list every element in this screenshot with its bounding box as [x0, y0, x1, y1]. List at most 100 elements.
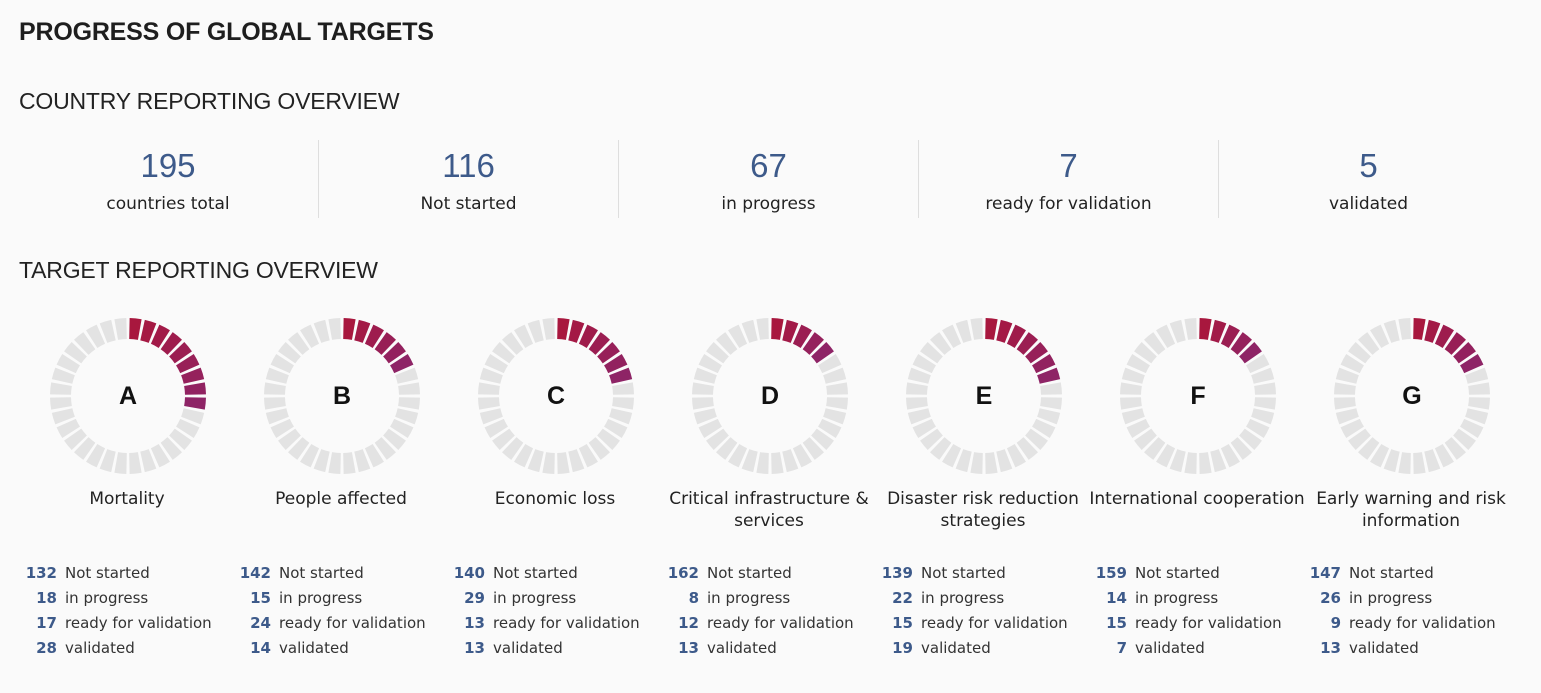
donut-segment-empty: [527, 449, 544, 473]
breakdown-row-not-started: 132 Not started: [20, 561, 234, 586]
breakdown-label: in progress: [1349, 589, 1433, 607]
donut-segment-filled: [364, 324, 384, 348]
breakdown-count: 139: [881, 564, 913, 582]
breakdown-row-validated: 7 validated: [1090, 636, 1304, 661]
donut-segment-empty: [114, 318, 127, 340]
target-card-g[interactable]: G Early warning and risk information 147…: [1304, 314, 1518, 684]
breakdown-label: validated: [279, 639, 349, 657]
target-donut-f[interactable]: F: [1118, 316, 1278, 476]
donut-segment-empty: [930, 332, 952, 355]
donut-chart: [906, 318, 1062, 474]
donut-segment-filled: [811, 342, 834, 364]
donut-segment-empty: [698, 354, 722, 374]
donut-segment-filled: [1239, 342, 1262, 364]
donut-segment-empty: [692, 397, 714, 410]
donut-segment-empty: [578, 444, 598, 468]
donut-segment-empty: [1465, 408, 1489, 425]
donut-segment-filled: [604, 354, 628, 374]
donut-segment-empty: [176, 418, 200, 438]
breakdown-row-ready: 24 ready for validation: [234, 611, 448, 636]
donut-segment-empty: [542, 318, 555, 340]
donut-segment-empty: [1040, 382, 1062, 395]
breakdown-count: 7: [1116, 639, 1127, 657]
donut-segment-empty: [1032, 418, 1056, 438]
breakdown-count: 13: [1320, 639, 1341, 657]
donut-segment-filled: [176, 354, 200, 374]
breakdown-label: Not started: [707, 564, 792, 582]
donut-segment-empty: [1156, 444, 1176, 468]
target-donut-b[interactable]: B: [262, 316, 422, 476]
target-card-b[interactable]: B People affected 142 Not started 15 in pr…: [234, 314, 448, 684]
target-name: Critical infrastructure & services: [669, 489, 869, 531]
target-donut-d[interactable]: D: [690, 316, 850, 476]
donut-segment-empty: [1006, 444, 1026, 468]
donut-segment-empty: [1120, 382, 1142, 395]
donut-segment-empty: [527, 319, 544, 343]
donut-segment-filled: [1460, 354, 1484, 374]
donut-segment-empty: [1254, 397, 1276, 410]
donut-segment-empty: [716, 332, 738, 355]
donut-segment-filled: [1230, 332, 1252, 355]
stat-ready-for-validation: 7 ready for validation: [918, 140, 1218, 218]
donut-segment-empty: [1383, 449, 1400, 473]
donut-segment-empty: [50, 382, 72, 395]
target-donut-a[interactable]: A: [48, 316, 208, 476]
donut-segment-filled: [597, 342, 620, 364]
donut-segment-empty: [1120, 397, 1142, 410]
donut-segment-filled: [578, 324, 598, 348]
donut-segment-empty: [86, 324, 106, 348]
donut-segment-empty: [1184, 452, 1197, 474]
donut-segment-empty: [383, 428, 406, 450]
donut-segment-empty: [955, 319, 972, 343]
breakdown-row-not-started: 159 Not started: [1090, 561, 1304, 586]
donut-segment-filled: [1199, 318, 1212, 340]
target-card-e[interactable]: E Disaster risk reduction strategies 139…: [876, 314, 1090, 684]
donut-segment-empty: [1251, 408, 1275, 425]
donut-segment-empty: [1210, 449, 1227, 473]
donut-segment-empty: [502, 437, 524, 460]
donut-segment-filled: [792, 324, 812, 348]
donut-segment-empty: [265, 367, 289, 384]
stat-value: 7: [1059, 147, 1078, 184]
breakdown-row-not-started: 139 Not started: [876, 561, 1090, 586]
target-letter: G: [1402, 382, 1422, 410]
breakdown-label: ready for validation: [921, 614, 1068, 632]
target-card-f[interactable]: F International cooperation 159 Not start…: [1089, 314, 1305, 684]
donut-segment-empty: [478, 382, 500, 395]
target-donut-e[interactable]: E: [904, 316, 1064, 476]
donut-chart: [1334, 318, 1490, 474]
donut-segment-empty: [1239, 428, 1262, 450]
donut-segment-empty: [771, 452, 784, 474]
donut-segment-filled: [374, 332, 396, 355]
target-card-d[interactable]: D Critical infrastructure & services 162…: [662, 314, 876, 684]
donut-segment-filled: [1006, 324, 1026, 348]
donut-segment-empty: [907, 367, 931, 384]
donut-segment-filled: [169, 342, 192, 364]
donut-segment-empty: [826, 397, 848, 410]
donut-segment-empty: [300, 444, 320, 468]
donut-segment-empty: [484, 418, 508, 438]
donut-segment-filled: [390, 354, 414, 374]
target-donut-g[interactable]: G: [1332, 316, 1492, 476]
donut-segment-empty: [588, 437, 610, 460]
donut-segment-empty: [1126, 418, 1150, 438]
donut-segment-empty: [728, 444, 748, 468]
donut-segment-empty: [1468, 397, 1490, 410]
donut-segment-empty: [693, 408, 717, 425]
donut-segment-empty: [478, 397, 500, 410]
donut-segment-empty: [395, 367, 419, 384]
donut-segment-empty: [823, 408, 847, 425]
donut-segment-empty: [1413, 452, 1426, 474]
target-list: A Mortality 132 Not started 18 in progress…: [20, 314, 1520, 684]
donut-segment-empty: [1037, 408, 1061, 425]
donut-segment-empty: [706, 428, 729, 450]
donut-segment-empty: [64, 428, 87, 450]
target-donut-c[interactable]: C: [476, 316, 636, 476]
target-card-a[interactable]: A Mortality 132 Not started 18 in progress…: [20, 314, 234, 684]
donut-segment-empty: [1444, 437, 1466, 460]
breakdown-row-in-progress: 18 in progress: [20, 586, 234, 611]
breakdown-label: ready for validation: [1135, 614, 1282, 632]
target-card-c[interactable]: C Economic loss 140 Not started 29 in prog…: [448, 314, 662, 684]
target-breakdown: 139 Not started 22 in progress 15 ready for…: [876, 561, 1090, 661]
breakdown-row-in-progress: 15 in progress: [234, 586, 448, 611]
